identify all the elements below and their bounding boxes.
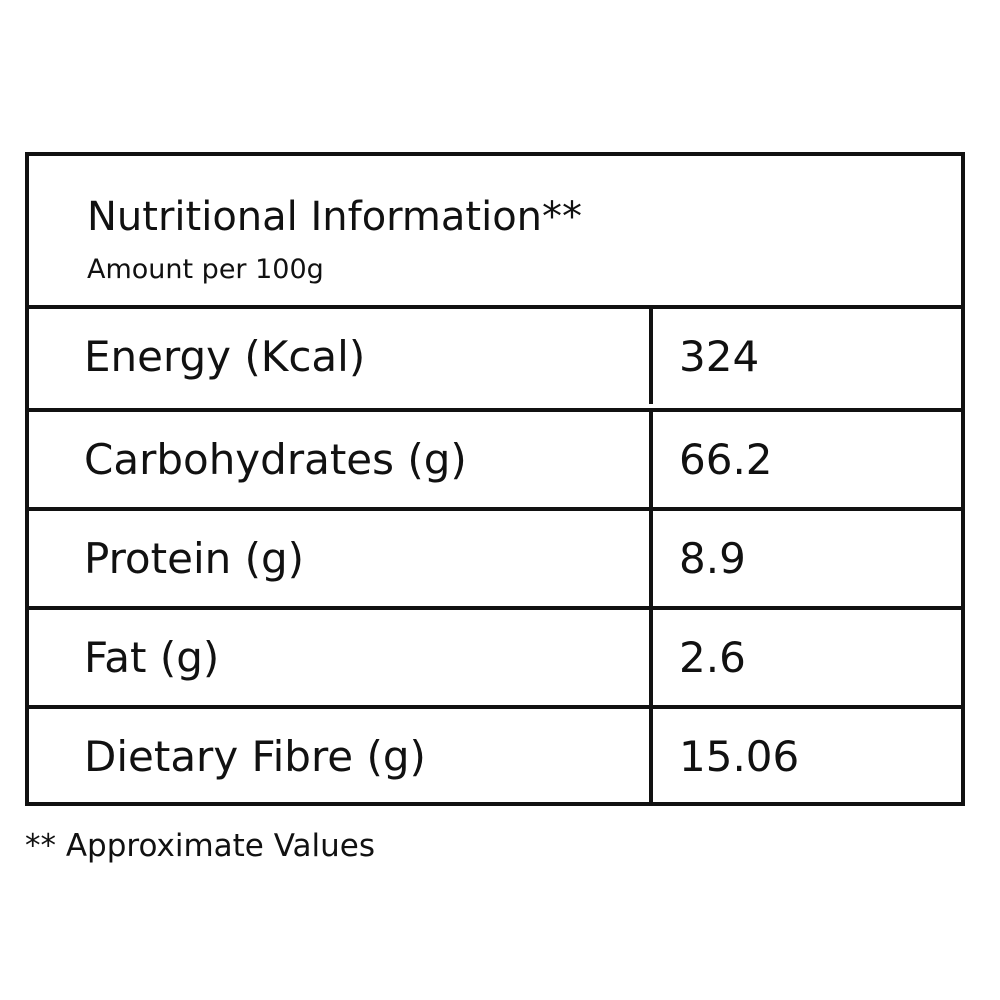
table-row: Fat (g) 2.6 xyxy=(29,606,961,705)
nutrient-name: Carbohydrates (g) xyxy=(84,435,467,484)
nutrient-value: 66.2 xyxy=(649,412,965,507)
footnote: ** Approximate Values xyxy=(25,828,376,864)
table-row: Protein (g) 8.9 xyxy=(29,507,961,606)
nutrient-value: 324 xyxy=(649,309,965,404)
nutrient-name: Fat (g) xyxy=(84,633,220,682)
table-row: Energy (Kcal) 324 xyxy=(29,309,961,404)
nutrient-name: Protein (g) xyxy=(84,534,305,583)
nutrient-value: 2.6 xyxy=(649,610,965,705)
nutrition-panel: Nutritional Information** Amount per 100… xyxy=(25,152,965,806)
nutrient-name: Dietary Fibre (g) xyxy=(84,732,426,781)
panel-subtitle: Amount per 100g xyxy=(87,254,324,285)
table-row: Carbohydrates (g) 66.2 xyxy=(29,408,961,507)
table-row: Dietary Fibre (g) 15.06 xyxy=(29,705,961,804)
panel-title: Nutritional Information** xyxy=(87,194,583,240)
nutrient-value: 8.9 xyxy=(649,511,965,606)
nutrient-value: 15.06 xyxy=(649,709,965,804)
panel-header: Nutritional Information** Amount per 100… xyxy=(29,156,961,309)
nutrient-name: Energy (Kcal) xyxy=(84,332,366,381)
